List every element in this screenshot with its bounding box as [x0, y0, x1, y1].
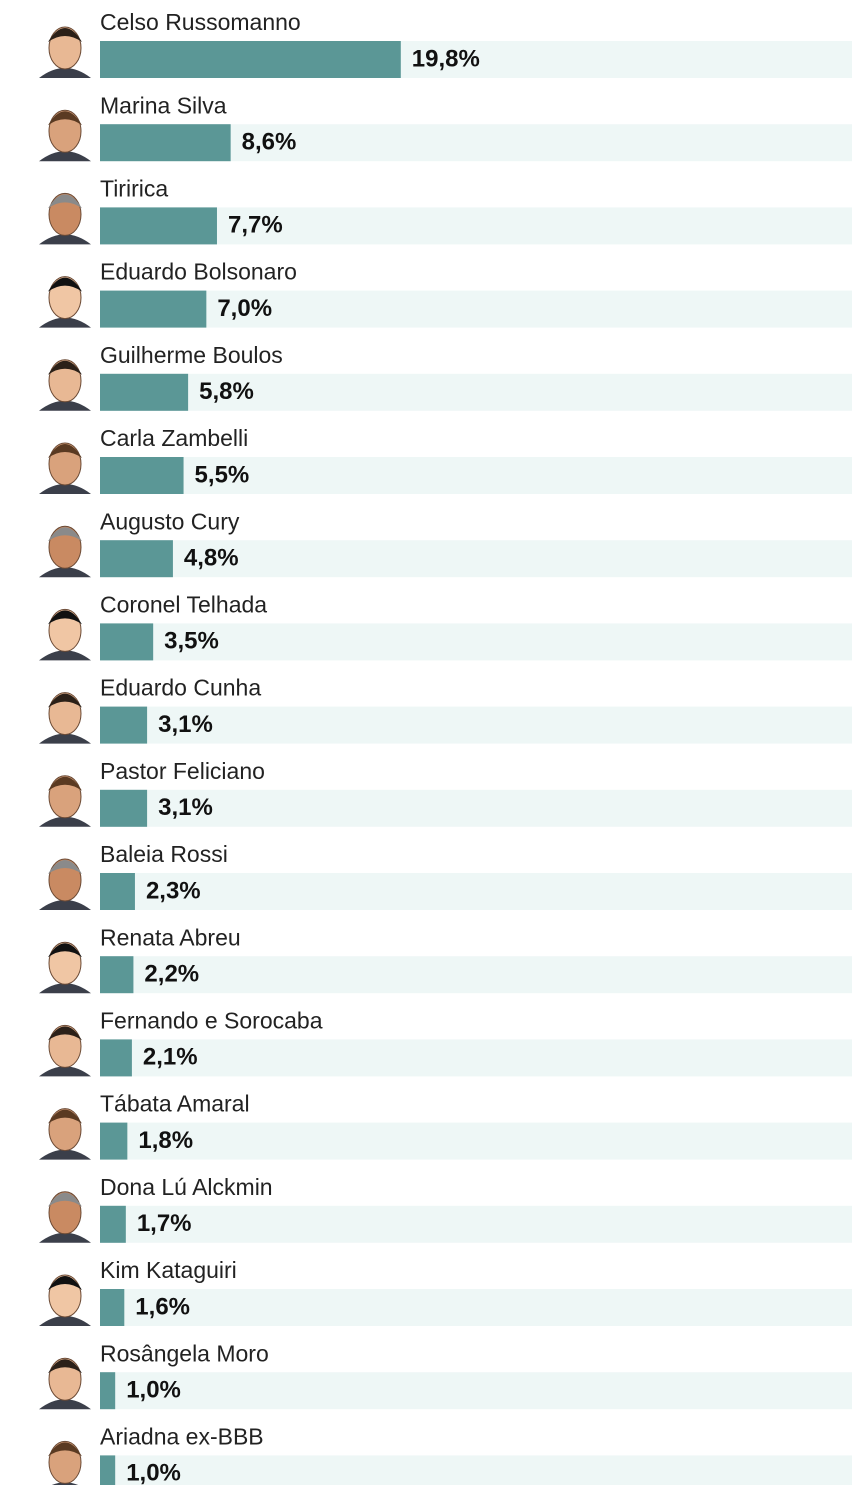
value-label: 4,8%	[184, 545, 239, 572]
value-label: 1,0%	[126, 1377, 181, 1404]
candidate-name: Guilherme Boulos	[100, 342, 283, 368]
value-label: 5,8%	[199, 378, 254, 405]
candidate-name: Pastor Feliciano	[100, 758, 265, 784]
bar	[100, 1289, 124, 1326]
bar	[100, 41, 401, 78]
value-label: 8,6%	[242, 129, 297, 156]
bar	[100, 207, 217, 244]
value-label: 19,8%	[412, 45, 480, 72]
bar	[100, 457, 184, 494]
candidate-name: Dona Lú Alckmin	[100, 1174, 273, 1200]
bar	[100, 540, 173, 577]
value-label: 3,5%	[164, 628, 219, 655]
bar	[100, 790, 147, 827]
candidate-name: Rosângela Moro	[100, 1340, 269, 1366]
value-label: 7,0%	[217, 295, 272, 322]
bar-track	[100, 1372, 852, 1409]
candidate-name: Fernando e Sorocaba	[100, 1007, 323, 1033]
bar-track	[100, 1206, 852, 1243]
value-label: 7,7%	[228, 212, 283, 239]
value-label: 2,3%	[146, 877, 201, 904]
value-label: 2,1%	[143, 1044, 198, 1071]
bar	[100, 1123, 127, 1160]
value-label: 2,2%	[144, 961, 199, 988]
value-label: 1,6%	[135, 1293, 190, 1320]
candidate-name: Eduardo Bolsonaro	[100, 259, 297, 285]
bar	[100, 707, 147, 744]
candidate-name: Ariadna ex-BBB	[100, 1423, 264, 1449]
bar	[100, 873, 135, 910]
chart: Celso Russomanno 19,8% Marina Silva 8,6% Tir…	[0, 0, 852, 1485]
bar-track	[100, 956, 852, 993]
candidate-name: Eduardo Cunha	[100, 675, 261, 701]
value-label: 3,1%	[158, 711, 213, 738]
bar	[100, 1455, 115, 1485]
bar	[100, 1206, 126, 1243]
value-label: 5,5%	[195, 461, 250, 488]
bar-track	[100, 873, 852, 910]
candidate-name: Kim Kataguiri	[100, 1257, 237, 1283]
candidate-name: Renata Abreu	[100, 924, 241, 950]
bar	[100, 291, 206, 328]
candidate-name: Tábata Amaral	[100, 1091, 250, 1117]
bar-track	[100, 1123, 852, 1160]
candidate-name: Baleia Rossi	[100, 841, 228, 867]
candidate-name: Coronel Telhada	[100, 591, 267, 617]
bar	[100, 1039, 132, 1076]
bar	[100, 956, 133, 993]
bar-track	[100, 1455, 852, 1485]
candidate-name: Carla Zambelli	[100, 425, 248, 451]
value-label: 3,1%	[158, 794, 213, 821]
value-label: 1,8%	[138, 1127, 193, 1154]
value-label: 1,7%	[137, 1210, 192, 1237]
bar	[100, 124, 231, 161]
candidate-name: Tiririca	[100, 175, 168, 201]
bar-track	[100, 1289, 852, 1326]
bar	[100, 374, 188, 411]
value-label: 1,0%	[126, 1460, 181, 1485]
candidate-name: Augusto Cury	[100, 508, 240, 534]
bar	[100, 623, 153, 660]
bar-track	[100, 291, 852, 328]
bar	[100, 1372, 115, 1409]
bar-track	[100, 1039, 852, 1076]
candidate-name: Celso Russomanno	[100, 9, 301, 35]
candidate-name: Marina Silva	[100, 92, 227, 118]
